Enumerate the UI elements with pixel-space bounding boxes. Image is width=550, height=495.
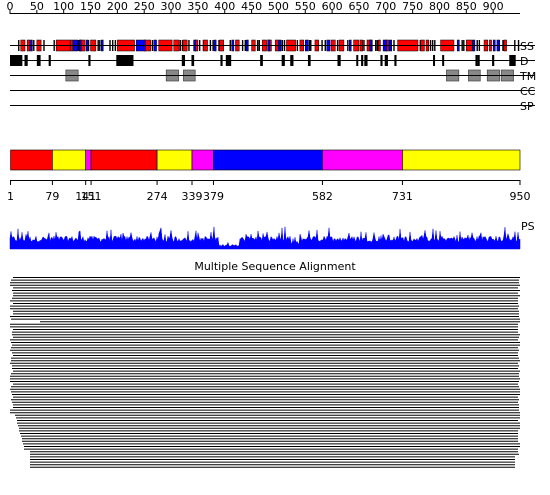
ruler-tick-label: 550 (295, 0, 316, 13)
track-baselines (10, 45, 535, 106)
domain-boundary-label: 274 (147, 190, 168, 203)
domain-boundary-label: 79 (45, 190, 59, 203)
track-labels: SS D TM CC SP (519, 40, 536, 113)
ruler-tick-label: 650 (348, 0, 369, 13)
ruler-tick-label: 450 (241, 0, 262, 13)
ruler-tick-label: 750 (402, 0, 423, 13)
ss-track-label: SS (520, 40, 534, 53)
ruler-tick-label: 500 (268, 0, 289, 13)
domain-segment (156, 149, 193, 171)
msa-alignment-lines (10, 277, 520, 468)
domain-segment (90, 149, 158, 171)
ps-profile-plot: PS (9, 220, 535, 250)
ruler-tick-label: 350 (187, 0, 208, 13)
ruler-tick-label: 800 (429, 0, 450, 13)
domain-boundary-label: 950 (510, 190, 531, 203)
ps-label: PS (521, 220, 535, 233)
ruler-tick-label: 400 (214, 0, 235, 13)
domain-boundary-label: 582 (312, 190, 333, 203)
ruler-tick-label: 600 (322, 0, 343, 13)
domain-segment (402, 149, 521, 171)
domain-segment (322, 149, 403, 171)
ruler-tick-label: 250 (134, 0, 155, 13)
domain-boundary-label: 731 (392, 190, 413, 203)
domain-boundary-label: 151 (81, 190, 102, 203)
ruler-tick-label: 700 (375, 0, 396, 13)
tm-track-label: TM (519, 70, 536, 83)
ruler-tick-label: 100 (53, 0, 74, 13)
domain-boundary-label: 339 (181, 190, 202, 203)
domain-segment (85, 149, 92, 171)
domain-boundary-label: 141 (75, 190, 96, 203)
ruler-tick-label: 0 (7, 0, 14, 13)
sequence-ruler: 0 50 100 150 200 250 300 350 400 450 500 550 600 650 7… (7, 0, 520, 14)
ruler-tick-label: 850 (456, 0, 477, 13)
domain-segment (191, 149, 214, 171)
ruler-tick-label: 200 (107, 0, 128, 13)
msa-title: Multiple Sequence Alignment (194, 260, 356, 273)
domain-bar (10, 149, 521, 171)
cc-track-label: CC (520, 85, 536, 98)
ruler-tick-label: 150 (80, 0, 101, 13)
domain-segment (52, 149, 86, 171)
d-track-label: D (520, 55, 528, 68)
domain-segment (10, 149, 53, 171)
ruler-tick-label: 900 (483, 0, 504, 13)
domain-boundary-label: 1 (7, 190, 14, 203)
domain-segment (213, 149, 323, 171)
sp-track-label: SP (520, 100, 534, 113)
ps-profile-area (9, 226, 521, 250)
ruler-tick-label: 50 (30, 0, 44, 13)
domain-boundary-label: 379 (203, 190, 224, 203)
ruler-tick-label: 300 (161, 0, 182, 13)
